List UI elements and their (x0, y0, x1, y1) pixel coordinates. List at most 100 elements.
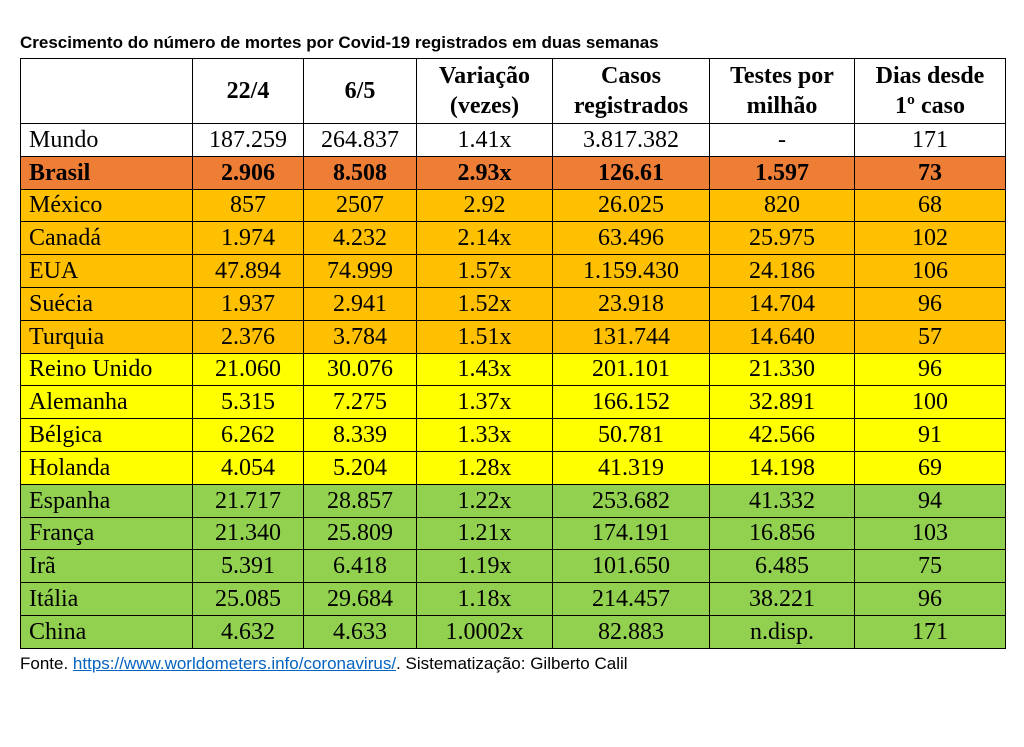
cell-country: Itália (20, 582, 193, 616)
table-row: Irã 5.391 6.418 1.19x 101.650 6.485 75 (20, 549, 1006, 584)
cell-variacao: 1.21x (416, 516, 553, 551)
table-row: Suécia 1.937 2.941 1.52x 23.918 14.704 9… (20, 286, 1006, 321)
cell-testes: 16.856 (709, 516, 855, 551)
table-row: Canadá 1.974 4.232 2.14x 63.496 25.975 1… (20, 221, 1006, 256)
cell-dias: 73 (854, 155, 1006, 190)
cell-testes: 25.975 (709, 221, 855, 256)
cell-casos: 174.191 (552, 516, 710, 551)
cell-casos: 166.152 (552, 385, 710, 420)
cell-testes: 14.640 (709, 319, 855, 354)
header-6-5: 6/5 (303, 58, 417, 124)
cell-6-5: 28.857 (303, 483, 417, 518)
cell-variacao: 2.14x (416, 221, 553, 256)
cell-testes: 21.330 (709, 352, 855, 387)
cell-6-5: 2.941 (303, 286, 417, 321)
cell-casos: 201.101 (552, 352, 710, 387)
table-header-row: 22/4 6/5 Variação (vezes) Casos registrado… (20, 58, 1006, 124)
cell-country: Turquia (20, 319, 193, 354)
cell-22-4: 2.906 (192, 155, 304, 190)
cell-variacao: 1.22x (416, 483, 553, 518)
cell-testes: 820 (709, 188, 855, 223)
cell-variacao: 1.18x (416, 582, 553, 616)
cell-country: Irã (20, 549, 193, 584)
cell-22-4: 21.340 (192, 516, 304, 551)
cell-6-5: 29.684 (303, 582, 417, 616)
cell-country: Suécia (20, 286, 193, 321)
cell-6-5: 4.633 (303, 614, 417, 649)
cell-country: França (20, 516, 193, 551)
cell-6-5: 8.339 (303, 418, 417, 452)
table-row: EUA 47.894 74.999 1.57x 1.159.430 24.186… (20, 254, 1006, 288)
cell-22-4: 2.376 (192, 319, 304, 354)
table-row: China 4.632 4.633 1.0002x 82.883 n.disp.… (20, 614, 1006, 649)
cell-22-4: 187.259 (192, 123, 304, 157)
cell-testes: 1.597 (709, 155, 855, 190)
cell-casos: 126.61 (552, 155, 710, 190)
cell-dias: 94 (854, 483, 1006, 518)
cell-dias: 171 (854, 614, 1006, 649)
cell-casos: 101.650 (552, 549, 710, 584)
cell-dias: 96 (854, 582, 1006, 616)
cell-variacao: 1.41x (416, 123, 553, 157)
cell-22-4: 21.717 (192, 483, 304, 518)
table-row: Espanha 21.717 28.857 1.22x 253.682 41.3… (20, 483, 1006, 518)
document-title: Crescimento do número de mortes por Covi… (20, 33, 659, 52)
cell-casos: 1.159.430 (552, 254, 710, 288)
cell-country: Reino Unido (20, 352, 193, 387)
source-link[interactable]: https://www.worldometers.info/coronaviru… (72, 654, 397, 673)
cell-dias: 57 (854, 319, 1006, 354)
cell-6-5: 2507 (303, 188, 417, 223)
cell-dias: 75 (854, 549, 1006, 584)
cell-casos: 23.918 (552, 286, 710, 321)
table-row: Brasil 2.906 8.508 2.93x 126.61 1.597 73 (20, 155, 1006, 190)
cell-dias: 91 (854, 418, 1006, 452)
cell-testes: 32.891 (709, 385, 855, 420)
cell-variacao: 2.92 (416, 188, 553, 223)
table-row: França 21.340 25.809 1.21x 174.191 16.85… (20, 516, 1006, 551)
cell-testes: n.disp. (709, 614, 855, 649)
covid-deaths-table: 22/4 6/5 Variação (vezes) Casos registrado… (20, 58, 1006, 649)
cell-casos: 50.781 (552, 418, 710, 452)
cell-variacao: 1.28x (416, 450, 553, 485)
cell-testes: 38.221 (709, 582, 855, 616)
cell-dias: 102 (854, 221, 1006, 256)
cell-dias: 100 (854, 385, 1006, 420)
cell-casos: 214.457 (552, 582, 710, 616)
cell-testes: 14.704 (709, 286, 855, 321)
table-row: Alemanha 5.315 7.275 1.37x 166.152 32.89… (20, 385, 1006, 420)
cell-variacao: 1.52x (416, 286, 553, 321)
cell-6-5: 264.837 (303, 123, 417, 157)
cell-casos: 41.319 (552, 450, 710, 485)
header-testes: Testes por milhão (709, 58, 855, 124)
cell-country: EUA (20, 254, 193, 288)
source-prefix: Fonte. (20, 654, 73, 673)
cell-22-4: 857 (192, 188, 304, 223)
table-row: Itália 25.085 29.684 1.18x 214.457 38.22… (20, 582, 1006, 616)
cell-22-4: 5.391 (192, 549, 304, 584)
table-body: Mundo 187.259 264.837 1.41x 3.817.382 - … (20, 123, 1006, 649)
cell-22-4: 4.632 (192, 614, 304, 649)
cell-variacao: 1.19x (416, 549, 553, 584)
cell-variacao: 1.0002x (416, 614, 553, 649)
cell-6-5: 4.232 (303, 221, 417, 256)
cell-6-5: 8.508 (303, 155, 417, 190)
header-country (20, 58, 193, 124)
cell-casos: 131.744 (552, 319, 710, 354)
table-row: Reino Unido 21.060 30.076 1.43x 201.101 … (20, 352, 1006, 387)
cell-dias: 96 (854, 286, 1006, 321)
table-row: México 857 2507 2.92 26.025 820 68 (20, 188, 1006, 223)
cell-testes: 42.566 (709, 418, 855, 452)
cell-testes: - (709, 123, 855, 157)
cell-dias: 103 (854, 516, 1006, 551)
cell-22-4: 47.894 (192, 254, 304, 288)
cell-casos: 3.817.382 (552, 123, 710, 157)
cell-22-4: 6.262 (192, 418, 304, 452)
cell-6-5: 5.204 (303, 450, 417, 485)
cell-22-4: 25.085 (192, 582, 304, 616)
cell-6-5: 30.076 (303, 352, 417, 387)
source-suffix: . Sistematização: Gilberto Calil (396, 654, 628, 673)
cell-variacao: 1.33x (416, 418, 553, 452)
cell-6-5: 3.784 (303, 319, 417, 354)
cell-casos: 63.496 (552, 221, 710, 256)
header-variacao: Variação (vezes) (416, 58, 553, 124)
